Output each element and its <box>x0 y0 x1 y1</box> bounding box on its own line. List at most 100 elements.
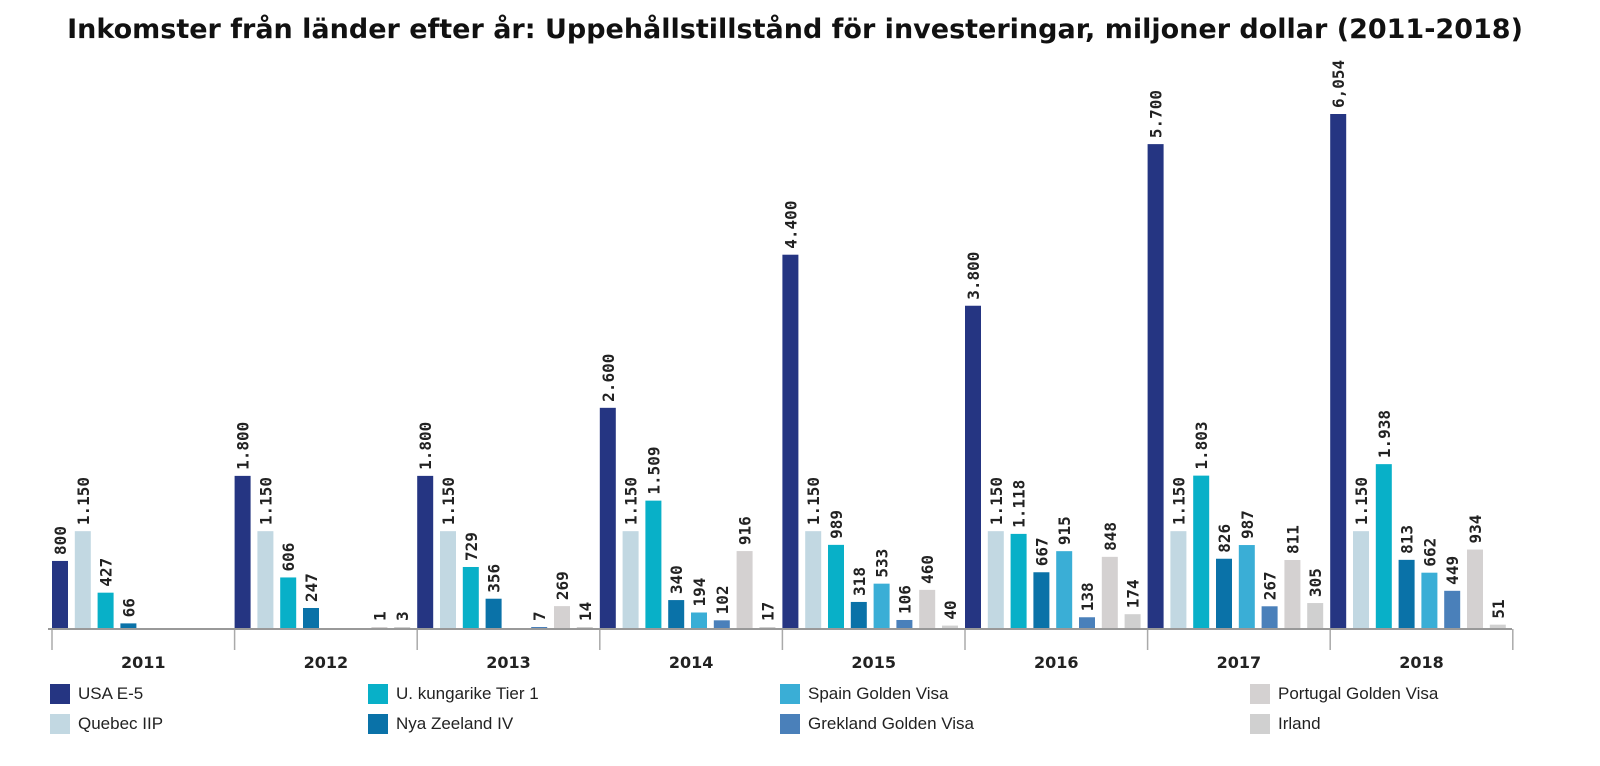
legend-label: Nya Zeeland IV <box>396 714 514 733</box>
data-label: 194 <box>690 578 709 607</box>
x-tick-label: 2012 <box>304 653 349 672</box>
bar <box>1124 614 1141 629</box>
chart-title: Inkomster från länder efter år: Uppehåll… <box>67 14 1523 45</box>
data-label: 427 <box>97 558 116 587</box>
x-tick-label: 2014 <box>669 653 714 672</box>
legend-swatch <box>368 684 388 704</box>
bar <box>942 625 958 629</box>
x-tick-label: 2011 <box>121 653 166 672</box>
data-label: 800 <box>51 526 70 555</box>
data-label: 3.800 <box>964 252 983 300</box>
bar <box>52 560 68 629</box>
bar <box>645 500 662 629</box>
legend-item: Irland <box>1250 714 1321 734</box>
data-label: 2.600 <box>599 354 618 402</box>
bar <box>1261 606 1278 629</box>
data-label: 606 <box>279 543 298 572</box>
data-label: 826 <box>1215 524 1234 553</box>
legend-item: U. kungarike Tier 1 <box>368 684 539 704</box>
bar <box>1307 603 1324 629</box>
data-label: 6,054 <box>1329 60 1348 108</box>
x-tick-label: 2016 <box>1034 653 1079 672</box>
bar <box>1444 590 1461 629</box>
data-label: 848 <box>1101 522 1120 551</box>
data-label: 5.700 <box>1147 90 1166 138</box>
legend-item: Spain Golden Visa <box>780 684 949 704</box>
legend-swatch <box>780 714 800 734</box>
data-label: 1.150 <box>987 477 1006 525</box>
legend-swatch <box>1250 684 1270 704</box>
data-label: 1.150 <box>256 477 275 525</box>
legend-item: Grekland Golden Visa <box>780 714 974 734</box>
bar <box>919 589 936 629</box>
data-label: 7 <box>530 611 549 621</box>
data-label: 460 <box>918 555 937 584</box>
bar <box>280 577 297 629</box>
data-label: 305 <box>1306 568 1325 597</box>
bar <box>713 620 730 629</box>
data-label: 102 <box>713 585 732 614</box>
legend-item: Nya Zeeland IV <box>368 714 513 734</box>
bar <box>1010 533 1027 629</box>
bar <box>987 531 1004 629</box>
bar <box>691 612 707 629</box>
bar <box>417 475 434 629</box>
bar <box>554 606 570 629</box>
data-label: 318 <box>850 567 869 596</box>
data-label: 1.118 <box>1010 480 1029 528</box>
data-label: 174 <box>1124 579 1143 608</box>
legend-swatch <box>780 684 800 704</box>
data-label: 4.400 <box>781 201 800 249</box>
legend-label: Grekland Golden Visa <box>808 714 975 733</box>
bar <box>736 551 753 629</box>
bar <box>1170 531 1187 629</box>
data-label: 729 <box>462 532 481 561</box>
data-label: 662 <box>1420 538 1439 567</box>
data-label: 106 <box>895 585 914 614</box>
data-label: 987 <box>1238 510 1257 539</box>
bar <box>257 531 274 629</box>
data-label: 1.800 <box>234 422 253 470</box>
bar <box>1216 558 1232 629</box>
data-label: 66 <box>119 598 138 617</box>
bar <box>1238 545 1255 629</box>
bar <box>1147 144 1164 630</box>
legend-item: Portugal Golden Visa <box>1250 684 1438 704</box>
bar <box>303 607 319 629</box>
data-label: 1.150 <box>74 477 93 525</box>
data-label: 269 <box>553 571 572 600</box>
legend-item: Quebec IIP <box>50 714 163 734</box>
bar <box>234 475 251 629</box>
x-tick-label: 2017 <box>1217 653 1262 672</box>
bar <box>1079 617 1095 629</box>
bar <box>485 598 502 629</box>
legend-swatch <box>1250 714 1270 734</box>
data-label: 667 <box>1032 537 1051 566</box>
data-label: 247 <box>302 573 321 602</box>
data-label: 3 <box>393 611 412 621</box>
data-label: 138 <box>1078 582 1097 611</box>
data-label: 1.150 <box>1352 477 1371 525</box>
bar <box>97 592 114 629</box>
legend-item: USA E-5 <box>50 684 143 704</box>
data-label: 14 <box>576 602 595 621</box>
bar <box>74 531 91 629</box>
bar <box>440 531 456 629</box>
x-tick-label: 2013 <box>486 653 531 672</box>
data-label: 1.150 <box>439 477 458 525</box>
data-label: 916 <box>736 516 755 545</box>
data-label: 811 <box>1283 525 1302 554</box>
legend-label: U. kungarike Tier 1 <box>396 684 539 703</box>
legend-swatch <box>50 714 70 734</box>
data-label: 989 <box>827 510 846 539</box>
bar <box>873 583 890 629</box>
bar <box>782 254 799 629</box>
bar <box>1193 475 1210 629</box>
bar <box>1421 572 1438 629</box>
data-label: 356 <box>485 564 504 593</box>
bar <box>805 531 822 629</box>
data-label: 1 <box>370 611 389 621</box>
bar <box>1398 559 1415 629</box>
bar <box>599 407 616 629</box>
